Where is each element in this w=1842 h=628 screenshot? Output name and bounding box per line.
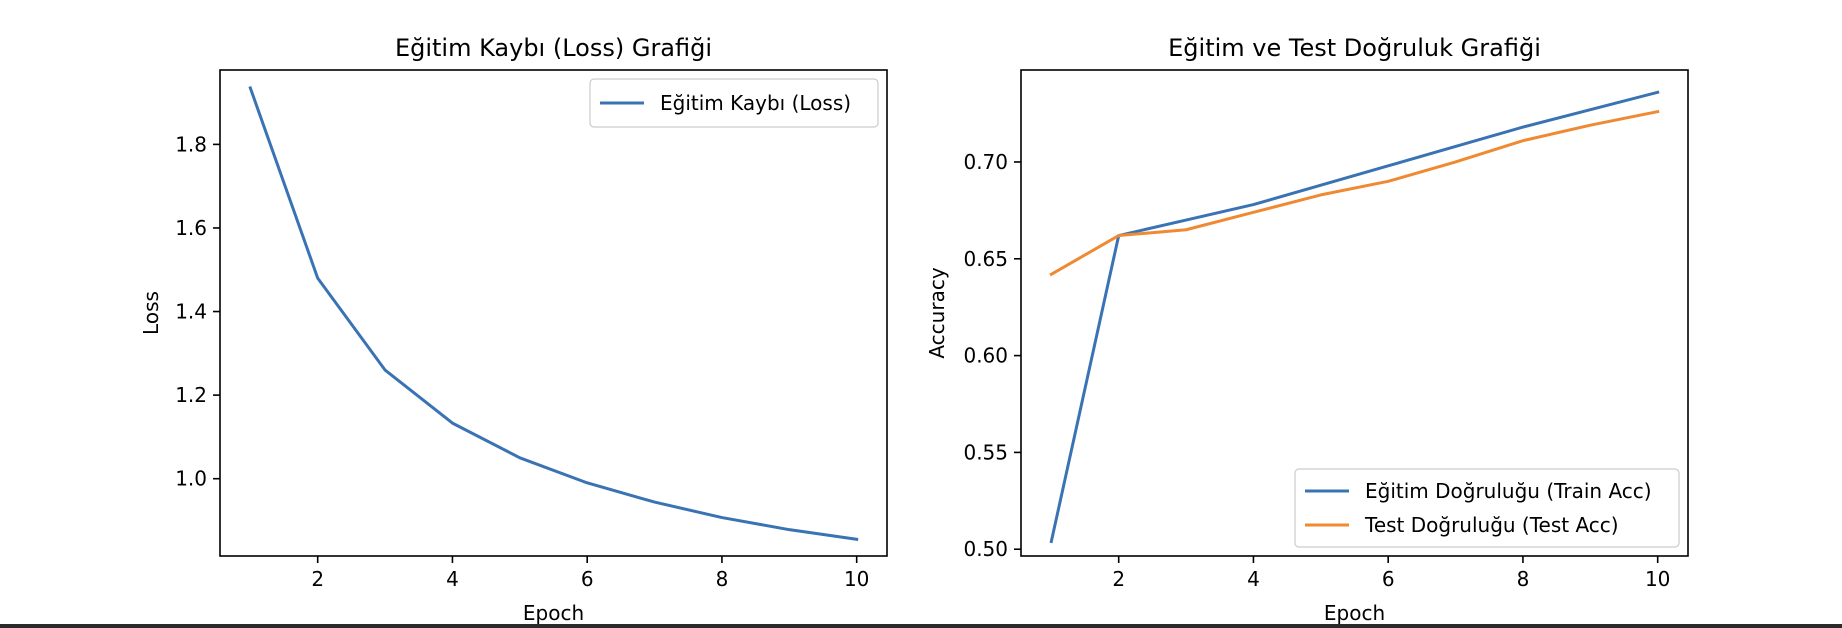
bottom-border [0,624,1842,628]
accuracy-y-axis-label: Accuracy [925,267,949,358]
accuracy-x-axis-label: Epoch [1324,601,1385,625]
accuracy-x-tick-label: 10 [1645,567,1670,591]
loss-legend-box [589,78,879,128]
loss-x-tick-label: 8 [716,567,729,591]
loss-y-tick-label: 1.6 [175,216,207,240]
accuracy-legend: Eğitim Doğruluğu (Train Acc) Test Doğrulu… [1294,468,1680,548]
accuracy-y-tick-label: 0.60 [963,344,1008,368]
accuracy-y-tick-label: 0.70 [963,150,1008,174]
accuracy-x-tick-label: 6 [1382,567,1395,591]
loss-y-tick-label: 1.4 [175,300,207,324]
loss-axes-frame [219,69,888,557]
accuracy-x-tick-label: 8 [1517,567,1530,591]
accuracy-chart: Eğitim ve Test Doğruluk Grafiği 2 4 6 8 10 0.5… [925,34,1689,625]
accuracy-legend-entry-1: Eğitim Doğruluğu (Train Acc) [1365,479,1652,503]
loss-chart-title: Eğitim Kaybı (Loss) Grafiği [395,34,712,62]
accuracy-axes-frame [1020,69,1689,557]
loss-y-tick-label: 1.8 [175,132,207,156]
accuracy-x-tick-label: 2 [1112,567,1125,591]
loss-y-axis-label: Loss [139,291,163,335]
loss-legend: Eğitim Kaybı (Loss) [589,78,879,128]
accuracy-legend-entry-2: Test Doğruluğu (Test Acc) [1364,513,1619,537]
accuracy-y-tick-label: 0.55 [963,440,1008,464]
accuracy-y-tick-label: 0.50 [963,537,1008,561]
accuracy-chart-title: Eğitim ve Test Doğruluk Grafiği [1168,34,1541,62]
loss-y-tick-label: 1.2 [175,383,207,407]
accuracy-y-tick-label: 0.65 [963,247,1008,271]
accuracy-series-line-2 [1049,109,1660,277]
loss-x-tick-label: 2 [311,567,324,591]
loss-x-tick-label: 4 [446,567,459,591]
loss-x-tick-label: 6 [581,567,594,591]
loss-legend-entry-1: Eğitim Kaybı (Loss) [660,91,851,115]
loss-x-axis-label: Epoch [523,601,584,625]
loss-chart: Eğitim Kaybı (Loss) Grafiği 2 4 6 8 10 1.0 1.2 1… [139,34,888,625]
accuracy-x-tick-label: 4 [1247,567,1260,591]
loss-y-tick-label: 1.0 [175,467,207,491]
accuracy-legend-box [1294,468,1680,548]
loss-series-line-1 [248,86,859,541]
accuracy-series-line-1 [1049,90,1660,544]
loss-x-tick-label: 10 [844,567,869,591]
